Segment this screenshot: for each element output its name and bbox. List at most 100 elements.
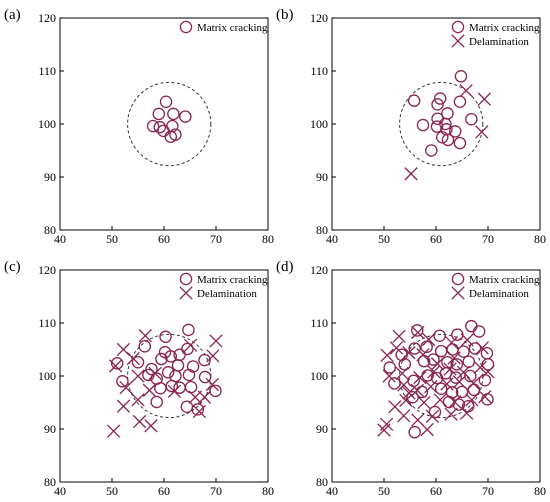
- matrix-cracking-point: [408, 342, 421, 355]
- delamination-point: [444, 407, 458, 421]
- matrix-cracking-point: [457, 345, 470, 358]
- legend-label: Delamination: [469, 288, 529, 300]
- matrix-cracking-point: [451, 328, 464, 341]
- delamination-point: [138, 329, 152, 343]
- matrix-cracking-point: [435, 130, 449, 144]
- delamination-point: [425, 409, 440, 423]
- delamination-point: [389, 341, 404, 355]
- legend-circle-marker: [451, 272, 465, 286]
- matrix-cracking-point: [439, 117, 452, 131]
- matrix-cracking-point: [454, 70, 468, 83]
- delamination-point: [148, 366, 162, 381]
- delamination-point: [443, 362, 457, 376]
- matrix-cracking-point: [110, 357, 124, 370]
- x-tick-label: 50: [378, 484, 390, 498]
- legend-label: Matrix cracking: [197, 22, 268, 34]
- legend-cross-marker: [179, 286, 193, 300]
- delamination-point: [205, 377, 220, 392]
- matrix-cracking-point: [198, 353, 211, 367]
- delamination-point: [144, 419, 158, 433]
- delamination-point: [481, 365, 495, 379]
- damage-zone-circle: [399, 81, 484, 167]
- y-tick-label: 110: [310, 64, 328, 78]
- matrix-cracking-point: [425, 144, 438, 157]
- matrix-cracking-point: [433, 329, 446, 342]
- y-tick-label: 80: [316, 223, 328, 237]
- x-tick-label: 60: [430, 232, 442, 246]
- matrix-cracking-point: [150, 395, 163, 409]
- delamination-point: [392, 329, 406, 343]
- delamination-point: [206, 349, 220, 363]
- x-tick-label: 50: [106, 484, 118, 498]
- matrix-cracking-point: [434, 382, 448, 395]
- delamination-point: [473, 360, 487, 375]
- delamination-point: [131, 369, 145, 383]
- delamination-point: [410, 383, 424, 397]
- matrix-cracking-point: [155, 352, 168, 366]
- panel-b: 40 50 60 70 80 80 90 100 110 120 (b) Matrix crackin…: [276, 7, 546, 246]
- matrix-cracking-point: [465, 112, 478, 126]
- y-tick-label: 120: [38, 11, 56, 25]
- y-tick-label: 90: [44, 170, 56, 184]
- matrix-cracking-point: [448, 125, 462, 138]
- matrix-cracking-point: [450, 358, 464, 371]
- matrix-cracking-point: [181, 342, 194, 356]
- legend-label: Matrix cracking: [469, 274, 540, 286]
- y-tick-label: 80: [44, 475, 56, 489]
- delamination-point: [475, 341, 489, 355]
- delamination-point: [397, 378, 411, 392]
- y-tick-label: 110: [38, 64, 56, 78]
- panel-a: 40 50 60 70 80 80 90 100 110 120 (a) Matrix crackin…: [4, 7, 274, 246]
- x-tick-label: 80: [262, 484, 274, 498]
- panel-c: 40 50 60 70 80 80 90 100 110 120 (c) Matrix crackin…: [4, 259, 274, 498]
- panel-label: (d): [276, 259, 294, 275]
- delamination-point: [116, 399, 131, 413]
- matrix-cracking-point: [191, 403, 205, 416]
- y-tick-label: 90: [44, 422, 56, 436]
- delamination-point: [460, 333, 474, 347]
- delamination-point: [444, 335, 459, 350]
- delamination-point: [420, 422, 434, 437]
- panel-label: (a): [4, 7, 21, 23]
- delamination-point: [452, 375, 467, 389]
- matrix-cracking-point: [449, 371, 463, 384]
- y-tick-label: 110: [38, 316, 56, 330]
- x-tick-label: 80: [534, 484, 546, 498]
- matrix-cracking-point: [416, 118, 430, 132]
- legend-label: Matrix cracking: [469, 22, 540, 34]
- matrix-cracking-point: [159, 330, 172, 344]
- delamination-point: [478, 390, 492, 404]
- y-tick-label: 100: [38, 117, 56, 131]
- delamination-point: [404, 167, 418, 181]
- matrix-cracking-point: [182, 323, 195, 337]
- delamination-point: [397, 409, 411, 423]
- delamination-point: [119, 381, 133, 395]
- x-tick-label: 70: [210, 232, 222, 246]
- delamination-point: [167, 384, 182, 399]
- delamination-point: [465, 393, 479, 407]
- matrix-cracking-point: [462, 355, 476, 368]
- matrix-cracking-point: [179, 110, 192, 123]
- panel-label: (c): [4, 259, 21, 275]
- delamination-point: [197, 390, 212, 404]
- x-tick-label: 80: [534, 232, 546, 246]
- y-tick-label: 100: [310, 369, 328, 383]
- matrix-cracking-point: [145, 362, 158, 376]
- legend-cross-marker: [451, 286, 465, 300]
- matrix-cracking-point: [154, 381, 167, 395]
- y-tick-label: 80: [44, 223, 56, 237]
- delamination-point: [459, 83, 473, 98]
- matrix-cracking-point: [159, 95, 173, 108]
- x-tick-label: 50: [106, 232, 118, 246]
- matrix-cracking-point: [161, 366, 175, 379]
- delamination-point: [448, 395, 462, 409]
- x-tick-label: 60: [158, 484, 170, 498]
- delamination-point: [380, 348, 394, 362]
- delamination-point: [402, 346, 416, 360]
- matrix-cracking-point: [165, 379, 179, 393]
- matrix-cracking-point: [430, 120, 444, 133]
- matrix-cracking-point: [383, 361, 396, 374]
- matrix-cracking-point: [209, 384, 222, 398]
- matrix-cracking-point: [180, 400, 194, 413]
